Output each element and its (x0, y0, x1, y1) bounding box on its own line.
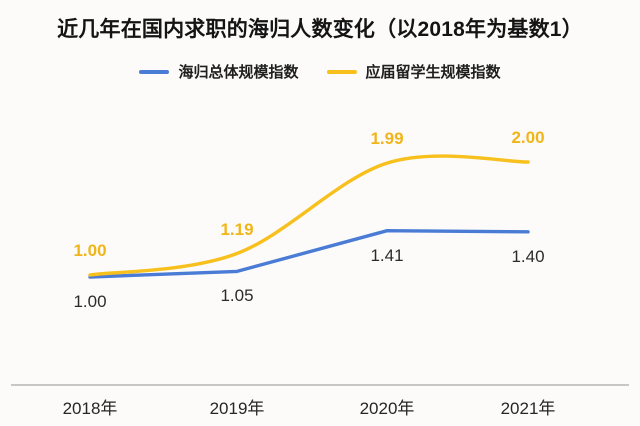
series-line-blue (88, 229, 530, 279)
value-label-应届留学生规模指数-2021年: 2.00 (511, 128, 545, 147)
value-label-海归总体规模指数-2020年: 1.41 (370, 245, 404, 265)
series-line-yellow (88, 154, 530, 277)
x-tick-2018: 2018年 (62, 399, 118, 418)
legend-item-fresh-graduate-index: 应届留学生规模指数 (326, 61, 501, 82)
chart-title: 近几年在国内求职的海归人数变化（以2018年为基数1） (57, 18, 583, 41)
legend: 海归总体规模指数 应届留学生规模指数 (0, 61, 640, 82)
value-label-海归总体规模指数-2021年: 1.40 (511, 246, 545, 266)
x-axis-line (11, 384, 629, 386)
value-label-海归总体规模指数-2019年: 1.05 (220, 286, 254, 306)
value-label-海归总体规模指数-2018年: 1.00 (73, 292, 107, 311)
legend-line-yellow-icon (326, 69, 357, 74)
x-tick-2019: 2019年 (209, 399, 265, 418)
legend-label-overall: 海归总体规模指数 (178, 64, 299, 81)
x-tick-2020: 2020年 (359, 399, 415, 418)
value-label-应届留学生规模指数-2018年: 1.00 (73, 241, 107, 260)
legend-item-overall-returnee-index: 海归总体规模指数 (139, 61, 299, 82)
legend-label-fresh-graduates: 应届留学生规模指数 (365, 64, 501, 81)
x-tick-2021: 2021年 (500, 399, 556, 418)
value-label-应届留学生规模指数-2020年: 1.99 (370, 129, 404, 149)
legend-line-blue-icon (139, 69, 170, 74)
value-label-应届留学生规模指数-2019年: 1.19 (220, 219, 254, 239)
